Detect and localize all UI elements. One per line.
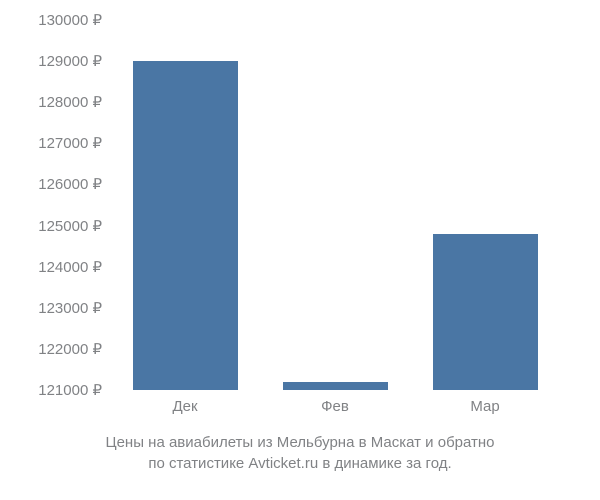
bar	[133, 61, 238, 390]
x-tick-label: Фев	[270, 398, 400, 415]
y-tick-label: 129000 ₽	[2, 52, 102, 70]
y-tick-label: 124000 ₽	[2, 258, 102, 276]
y-tick-label: 121000 ₽	[2, 381, 102, 399]
y-tick-label: 130000 ₽	[2, 11, 102, 29]
y-tick-label: 125000 ₽	[2, 217, 102, 235]
caption-line-2: по статистике Avticket.ru в динамике за …	[148, 455, 451, 472]
y-tick-label: 123000 ₽	[2, 299, 102, 317]
x-tick-label: Мар	[420, 398, 550, 415]
y-tick-label: 122000 ₽	[2, 340, 102, 358]
chart-caption: Цены на авиабилеты из Мельбурна в Маскат…	[0, 432, 600, 474]
y-tick-label: 126000 ₽	[2, 175, 102, 193]
bar	[433, 234, 538, 390]
bar	[283, 382, 388, 390]
y-tick-label: 127000 ₽	[2, 134, 102, 152]
price-chart: Цены на авиабилеты из Мельбурна в Маскат…	[0, 0, 600, 500]
y-tick-label: 128000 ₽	[2, 93, 102, 111]
caption-line-1: Цены на авиабилеты из Мельбурна в Маскат…	[105, 434, 494, 451]
x-tick-label: Дек	[120, 398, 250, 415]
plot-area	[110, 20, 560, 390]
